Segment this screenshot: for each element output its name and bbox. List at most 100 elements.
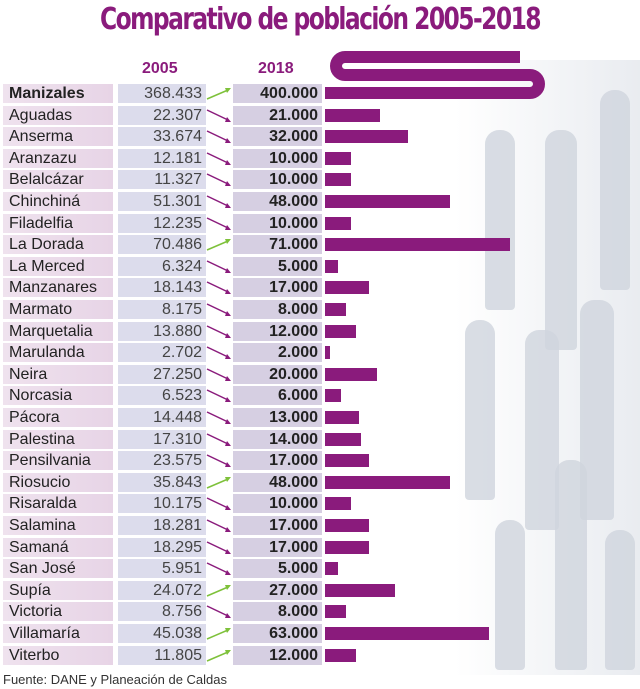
municipality-name: Filadelfia — [3, 213, 113, 233]
value-2018: 27.000 — [233, 580, 322, 600]
bar-2018 — [325, 583, 396, 597]
bar-2018 — [325, 540, 370, 554]
value-2005: 12.181 — [118, 148, 206, 168]
bar-2018 — [325, 130, 409, 144]
arrow-down-icon — [206, 303, 231, 316]
bar-2018 — [325, 648, 357, 662]
arrow-up-icon — [206, 628, 231, 640]
value-2005: 27.250 — [118, 364, 206, 384]
municipality-name: Anserma — [3, 127, 113, 147]
value-2018: 14.000 — [233, 429, 322, 449]
value-2005: 45.038 — [118, 624, 206, 643]
municipality-name: San José — [3, 559, 113, 579]
value-2005: 23.575 — [118, 451, 206, 471]
value-2018: 17.000 — [233, 537, 322, 557]
municipality-name: Chinchiná — [3, 192, 113, 211]
value-2018: 10.000 — [233, 170, 322, 190]
value-2005: 5.951 — [118, 559, 206, 579]
municipality-name: Viterbo — [3, 645, 113, 665]
value-2005: 11.805 — [118, 645, 206, 665]
value-2018: 12.000 — [233, 645, 322, 665]
bar-2018 — [325, 432, 362, 446]
value-2005: 24.072 — [118, 580, 206, 600]
municipality-name: Manzanares — [3, 278, 113, 298]
bar-2018 — [325, 324, 357, 338]
municipality-name: La Dorada — [3, 235, 113, 255]
arrow-down-icon — [206, 173, 231, 187]
arrow-down-icon — [206, 216, 231, 230]
bar-2018 — [325, 519, 370, 532]
bar-2018 — [325, 475, 450, 489]
bar-2018 — [325, 562, 338, 576]
value-2005: 17.310 — [118, 429, 206, 449]
arrow-down-icon — [206, 324, 231, 338]
arrow-down-icon — [206, 540, 231, 554]
arrow-down-icon — [206, 411, 231, 424]
header-2018: 2018 — [258, 60, 294, 77]
value-2018: 17.000 — [233, 451, 322, 471]
municipality-name: Marquetalia — [3, 321, 113, 341]
value-2005: 51.301 — [118, 192, 206, 211]
arrow-down-icon — [206, 152, 231, 165]
municipality-name: Pácora — [3, 408, 113, 427]
municipality-name: Aguadas — [3, 105, 113, 125]
bar-2018 — [325, 605, 346, 619]
value-2018: 17.000 — [233, 516, 322, 535]
bar-2018 — [325, 303, 346, 316]
arrow-up-icon — [206, 584, 231, 597]
arrow-down-icon — [206, 562, 231, 576]
source-note: Fuente: DANE y Planeación de Caldas — [3, 672, 228, 687]
bar-2018 — [325, 627, 489, 640]
municipality-name: Supía — [3, 580, 113, 600]
value-2018: 10.000 — [233, 494, 322, 514]
arrow-up-icon — [206, 476, 231, 489]
value-2005: 368.433 — [118, 84, 206, 103]
value-2018: 5.000 — [233, 559, 322, 579]
bar-2018 — [325, 238, 510, 252]
value-2005: 6.523 — [118, 386, 206, 406]
value-2005: 12.235 — [118, 213, 206, 233]
bar-2018 — [325, 389, 341, 403]
municipality-name: Villamaría — [3, 624, 113, 643]
value-2018: 10.000 — [233, 213, 322, 233]
arrow-down-icon — [206, 108, 231, 122]
value-2018: 2.000 — [233, 343, 322, 363]
arrow-down-icon — [206, 389, 231, 403]
value-2018: 32.000 — [233, 127, 322, 147]
value-2005: 35.843 — [118, 472, 206, 492]
arrow-down-icon — [206, 497, 231, 511]
value-2018: 12.000 — [233, 321, 322, 341]
value-2005: 11.327 — [118, 170, 206, 190]
arrow-down-icon — [206, 281, 231, 295]
arrow-down-icon — [206, 605, 231, 619]
arrow-up-icon — [206, 88, 231, 100]
arrow-down-icon — [206, 432, 231, 446]
bar-2018 — [325, 411, 359, 424]
bar-2018 — [325, 195, 450, 208]
bar-2018 — [325, 259, 338, 273]
bar-2018 — [325, 497, 351, 511]
municipality-name: Marulanda — [3, 343, 113, 363]
bar-2018 — [325, 216, 351, 230]
municipality-name: Neira — [3, 364, 113, 384]
value-2018: 5.000 — [233, 256, 322, 276]
bar-2018 — [325, 346, 331, 360]
value-2005: 8.175 — [118, 300, 206, 319]
value-2005: 14.448 — [118, 408, 206, 427]
value-2018: 13.000 — [233, 408, 322, 427]
value-2018: 6.000 — [233, 386, 322, 406]
value-2018: 20.000 — [233, 364, 322, 384]
arrow-down-icon — [206, 368, 231, 381]
header-2005: 2005 — [142, 60, 178, 77]
value-2005: 33.674 — [118, 127, 206, 147]
arrow-up-icon — [206, 649, 231, 662]
value-2005: 18.143 — [118, 278, 206, 298]
municipality-name: Risaralda — [3, 494, 113, 514]
arrow-down-icon — [206, 519, 231, 532]
value-2018: 63.000 — [233, 624, 322, 643]
bar-manizales — [325, 51, 545, 99]
arrow-down-icon — [206, 454, 231, 468]
municipality-name: La Merced — [3, 256, 113, 276]
chart-title: Comparativo de población 2005-2018 — [99, 2, 542, 37]
value-2018: 17.000 — [233, 278, 322, 298]
